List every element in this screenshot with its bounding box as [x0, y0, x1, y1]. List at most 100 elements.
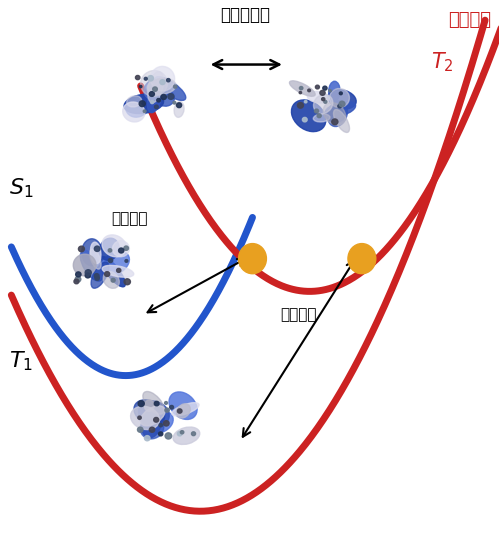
Ellipse shape	[334, 109, 349, 132]
Ellipse shape	[150, 66, 174, 91]
Circle shape	[340, 92, 342, 95]
Circle shape	[150, 92, 154, 96]
Circle shape	[85, 270, 91, 276]
Ellipse shape	[140, 406, 165, 426]
Ellipse shape	[102, 235, 126, 257]
Circle shape	[159, 423, 162, 427]
Circle shape	[170, 405, 173, 409]
Circle shape	[138, 427, 143, 432]
Ellipse shape	[130, 406, 160, 429]
Ellipse shape	[134, 400, 164, 426]
Circle shape	[144, 77, 147, 80]
Text: スピン変換: スピン変換	[220, 6, 270, 24]
Circle shape	[148, 76, 154, 81]
Circle shape	[161, 94, 166, 100]
Ellipse shape	[328, 90, 356, 109]
Circle shape	[302, 117, 307, 122]
Ellipse shape	[292, 100, 326, 132]
Circle shape	[104, 272, 110, 277]
Ellipse shape	[122, 102, 145, 122]
Circle shape	[324, 100, 327, 103]
Circle shape	[144, 436, 150, 441]
Ellipse shape	[100, 238, 119, 260]
Circle shape	[308, 89, 310, 92]
Ellipse shape	[154, 77, 186, 100]
Circle shape	[140, 85, 142, 88]
Ellipse shape	[126, 96, 142, 107]
Ellipse shape	[174, 102, 184, 117]
Ellipse shape	[148, 72, 164, 102]
Circle shape	[178, 409, 182, 413]
Ellipse shape	[314, 94, 333, 114]
Circle shape	[166, 79, 170, 82]
Circle shape	[298, 102, 304, 108]
Circle shape	[154, 105, 158, 109]
Ellipse shape	[80, 250, 103, 281]
Circle shape	[338, 105, 342, 108]
Text: 分子振動: 分子振動	[280, 307, 316, 322]
Circle shape	[316, 85, 320, 89]
Ellipse shape	[169, 392, 197, 420]
Circle shape	[150, 427, 155, 433]
Circle shape	[124, 246, 128, 250]
Ellipse shape	[140, 71, 168, 96]
Circle shape	[76, 272, 81, 277]
Circle shape	[320, 91, 325, 95]
Ellipse shape	[154, 88, 174, 106]
Circle shape	[164, 401, 168, 404]
Circle shape	[176, 103, 182, 108]
Ellipse shape	[74, 254, 96, 276]
Ellipse shape	[104, 272, 120, 288]
Ellipse shape	[90, 249, 101, 269]
Ellipse shape	[348, 243, 376, 274]
Ellipse shape	[176, 404, 190, 418]
Ellipse shape	[142, 411, 161, 438]
Circle shape	[332, 119, 338, 125]
Circle shape	[78, 246, 84, 252]
Circle shape	[125, 259, 128, 262]
Circle shape	[329, 90, 332, 92]
Circle shape	[108, 258, 112, 263]
Circle shape	[136, 76, 140, 80]
Circle shape	[138, 401, 144, 406]
Circle shape	[165, 408, 170, 412]
Text: $T_1$: $T_1$	[9, 350, 33, 374]
Ellipse shape	[148, 83, 162, 113]
Ellipse shape	[328, 101, 347, 126]
Ellipse shape	[328, 81, 340, 101]
Circle shape	[304, 100, 307, 103]
Text: 分子振動: 分子振動	[111, 211, 148, 226]
Ellipse shape	[112, 241, 130, 257]
Text: 遷移状態: 遷移状態	[448, 11, 491, 29]
Circle shape	[111, 278, 115, 282]
Circle shape	[150, 100, 154, 103]
Ellipse shape	[146, 411, 173, 433]
Circle shape	[154, 418, 158, 422]
Circle shape	[152, 87, 158, 91]
Ellipse shape	[101, 251, 130, 276]
Circle shape	[317, 114, 321, 117]
Ellipse shape	[138, 401, 169, 426]
Circle shape	[168, 94, 174, 99]
Circle shape	[95, 276, 100, 280]
Ellipse shape	[82, 239, 102, 266]
Circle shape	[94, 246, 100, 251]
Ellipse shape	[91, 262, 109, 288]
Text: $S_1$: $S_1$	[9, 177, 34, 200]
Circle shape	[158, 432, 163, 436]
Ellipse shape	[100, 257, 126, 287]
Ellipse shape	[143, 391, 165, 414]
Text: $T_2$: $T_2$	[432, 50, 454, 74]
Circle shape	[85, 273, 90, 278]
Circle shape	[180, 430, 184, 434]
Ellipse shape	[173, 427, 200, 444]
Ellipse shape	[140, 417, 164, 439]
Ellipse shape	[144, 400, 154, 411]
Circle shape	[174, 85, 177, 88]
Ellipse shape	[330, 88, 349, 108]
Circle shape	[300, 86, 303, 90]
Circle shape	[173, 101, 176, 104]
Ellipse shape	[325, 102, 356, 117]
Circle shape	[139, 101, 145, 107]
Ellipse shape	[126, 95, 149, 117]
